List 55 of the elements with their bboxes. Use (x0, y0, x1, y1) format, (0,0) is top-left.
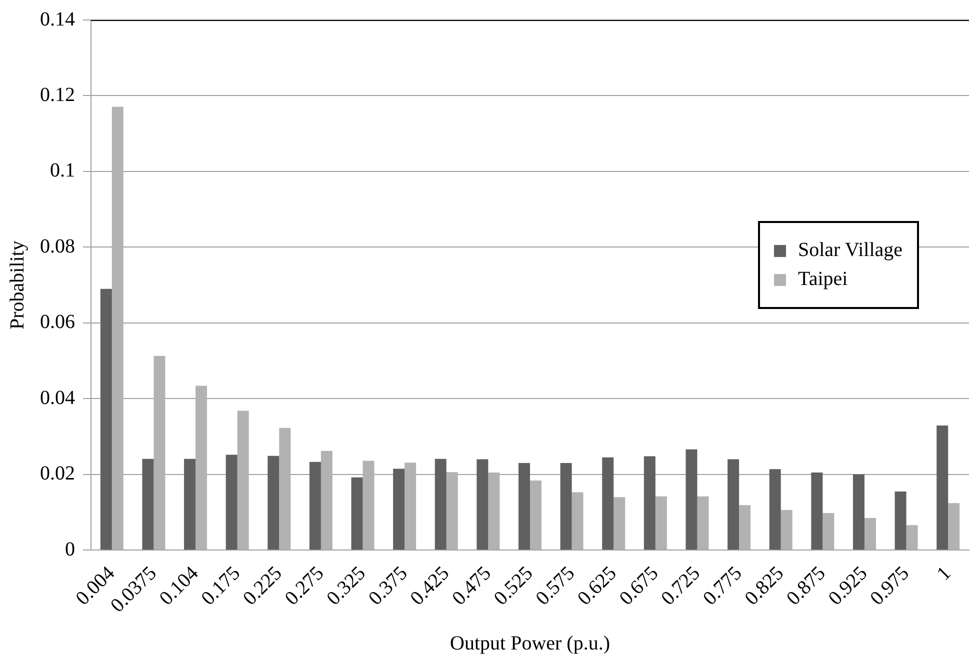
bar (237, 410, 249, 550)
legend-label: Taipei (798, 268, 848, 292)
bar (728, 459, 740, 550)
bar (446, 472, 458, 550)
bar (351, 477, 363, 550)
bar (602, 457, 614, 550)
x-tick-label: 1 (932, 562, 956, 585)
bar (434, 458, 446, 550)
bar (518, 463, 530, 550)
y-tick-label: 0.02 (40, 462, 75, 485)
bar (154, 356, 166, 550)
y-tick-label: 0.06 (40, 311, 75, 334)
bar (811, 472, 823, 550)
bar (100, 288, 112, 550)
bar (780, 510, 792, 550)
bar (279, 428, 291, 550)
y-axis-title: Probability (6, 240, 28, 330)
y-tick-label: 0.1 (50, 160, 75, 182)
bar (852, 474, 864, 550)
bar (697, 496, 709, 550)
bar (393, 468, 405, 550)
bar (644, 456, 656, 550)
bar (530, 480, 542, 550)
bar (362, 460, 374, 550)
bar (560, 463, 572, 550)
legend-label: Solar Village (798, 239, 903, 262)
bar (476, 459, 488, 550)
bar (112, 106, 124, 550)
bar (488, 472, 500, 550)
bar (906, 525, 918, 550)
bar (614, 497, 626, 550)
bar (936, 426, 948, 550)
bar (404, 462, 416, 550)
y-tick-label: 0.04 (40, 386, 75, 409)
y-tick-label: 0.08 (40, 235, 75, 258)
bar (655, 496, 667, 550)
bar (268, 456, 280, 550)
bar (948, 503, 960, 550)
bar (572, 492, 584, 550)
bar (184, 458, 196, 550)
y-tick-label: 0.12 (40, 84, 75, 106)
bar (769, 469, 781, 550)
bar (226, 454, 238, 550)
bar (196, 386, 208, 550)
bar (686, 449, 698, 550)
bar (309, 462, 321, 550)
bar (864, 518, 876, 550)
y-tick-label: 0.14 (40, 8, 75, 30)
bar (320, 450, 332, 550)
x-axis-title: Output Power (p.u.) (450, 632, 610, 654)
bar (894, 491, 906, 550)
y-tick-label: 0 (65, 538, 75, 560)
bar (142, 458, 154, 550)
bar (739, 505, 751, 550)
bar (822, 513, 834, 550)
